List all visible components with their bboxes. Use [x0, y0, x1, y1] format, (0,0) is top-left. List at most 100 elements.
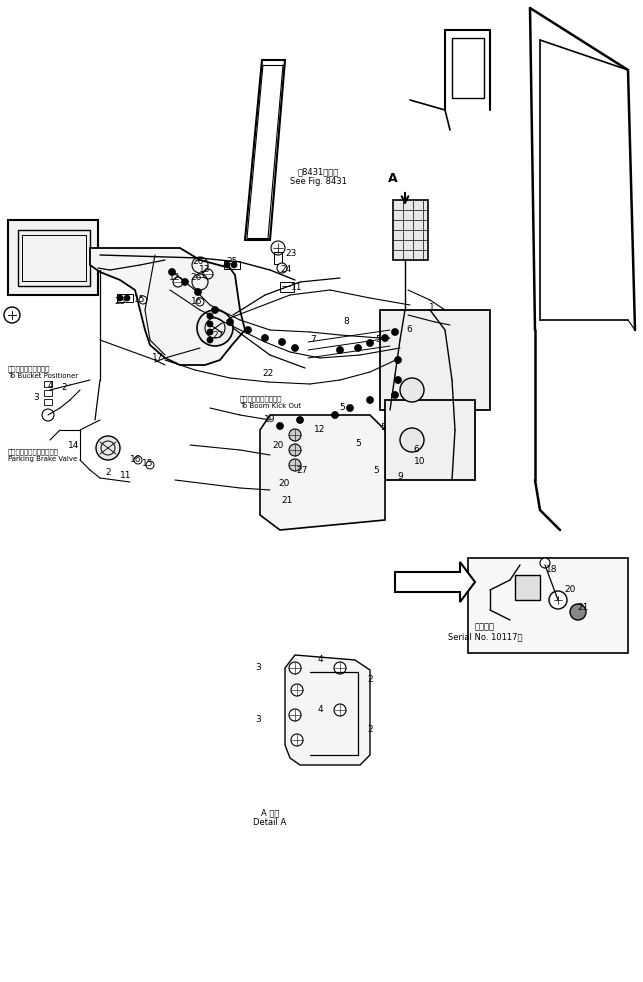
Text: 22: 22 [262, 369, 274, 378]
Circle shape [226, 318, 233, 325]
Circle shape [289, 662, 301, 674]
Text: 23: 23 [285, 248, 296, 257]
Circle shape [124, 295, 130, 301]
Circle shape [291, 734, 303, 746]
Circle shape [271, 241, 285, 255]
Circle shape [244, 326, 251, 334]
Text: 2: 2 [61, 384, 67, 393]
Polygon shape [285, 655, 370, 765]
Bar [515, 575, 540, 600]
Text: 26: 26 [192, 257, 204, 266]
Text: 16: 16 [191, 298, 203, 306]
Circle shape [296, 416, 303, 423]
Circle shape [549, 591, 567, 609]
Circle shape [168, 268, 176, 276]
Circle shape [262, 335, 269, 342]
Circle shape [196, 298, 204, 306]
Circle shape [42, 409, 54, 421]
Text: パーキングブレーキバルブ
Parking Brake Valve: パーキングブレーキバルブ Parking Brake Valve [8, 448, 77, 462]
Text: 3: 3 [33, 394, 39, 403]
Text: 21: 21 [577, 604, 589, 613]
Bar [18, 230, 90, 286]
Circle shape [400, 378, 424, 402]
Text: 5: 5 [375, 336, 381, 345]
Text: 2: 2 [105, 467, 111, 476]
Circle shape [381, 335, 388, 342]
Text: 2: 2 [367, 676, 373, 684]
Text: 8: 8 [343, 317, 349, 326]
Text: 15: 15 [134, 296, 146, 304]
Circle shape [289, 444, 301, 456]
Circle shape [392, 392, 399, 399]
Circle shape [276, 422, 284, 429]
Text: 3: 3 [255, 716, 261, 725]
Text: 16: 16 [131, 456, 141, 464]
Bar [452, 38, 484, 98]
Circle shape [278, 339, 285, 346]
Bar [468, 558, 628, 653]
Text: 7: 7 [310, 336, 316, 345]
Text: 5: 5 [355, 439, 361, 448]
Text: 6: 6 [406, 325, 412, 335]
Circle shape [540, 558, 550, 568]
Circle shape [347, 405, 354, 411]
Circle shape [336, 347, 343, 354]
Circle shape [197, 310, 233, 346]
Circle shape [291, 684, 303, 696]
Circle shape [224, 262, 230, 268]
Circle shape [134, 456, 142, 464]
Text: 9: 9 [397, 471, 403, 480]
Circle shape [367, 397, 374, 404]
Text: 2: 2 [367, 726, 373, 735]
Text: ブームキックアウトへ
To Boom Kick Out: ブームキックアウトへ To Boom Kick Out [240, 395, 301, 409]
Text: 3: 3 [255, 664, 261, 673]
Text: 5: 5 [373, 465, 379, 474]
Circle shape [291, 345, 298, 352]
Text: 20: 20 [565, 585, 575, 594]
Text: 4: 4 [317, 705, 323, 715]
Text: 1: 1 [429, 303, 435, 312]
Polygon shape [395, 562, 475, 602]
Text: 14: 14 [68, 441, 80, 450]
Polygon shape [90, 248, 245, 365]
Text: バケットポジショナへ
To Bucket Positioner: バケットポジショナへ To Bucket Positioner [8, 365, 78, 379]
Circle shape [146, 461, 154, 469]
Circle shape [570, 604, 586, 620]
Circle shape [139, 296, 147, 304]
Circle shape [117, 295, 123, 301]
Circle shape [4, 307, 20, 323]
Circle shape [334, 662, 346, 674]
Bar [44, 399, 52, 405]
Circle shape [395, 356, 401, 363]
Circle shape [289, 429, 301, 441]
Bar [385, 400, 475, 480]
Circle shape [354, 345, 361, 352]
Bar [280, 282, 294, 292]
Text: 4: 4 [47, 380, 53, 390]
Text: 27: 27 [212, 332, 224, 341]
Text: 20: 20 [273, 441, 284, 450]
Bar [44, 390, 52, 396]
Text: 26: 26 [190, 274, 202, 283]
Polygon shape [260, 415, 385, 530]
Text: 12: 12 [169, 274, 181, 283]
Text: 25: 25 [226, 257, 238, 266]
Circle shape [395, 376, 401, 384]
Text: 21: 21 [282, 496, 293, 505]
Text: 11: 11 [120, 470, 132, 479]
Text: 図8431図参照
See Fig. 8431: 図8431図参照 See Fig. 8431 [289, 167, 347, 187]
Circle shape [289, 709, 301, 721]
Bar [8, 220, 98, 295]
Bar [22, 235, 86, 281]
Circle shape [277, 263, 287, 273]
Text: A 詳細
Detail A: A 詳細 Detail A [253, 808, 287, 828]
Circle shape [334, 704, 346, 716]
Circle shape [332, 411, 338, 418]
Circle shape [367, 340, 374, 347]
Text: 5: 5 [339, 404, 345, 412]
Bar [274, 252, 282, 264]
Circle shape [173, 277, 183, 287]
Text: 12: 12 [314, 425, 326, 434]
Text: 19: 19 [264, 415, 276, 424]
Circle shape [392, 329, 399, 336]
